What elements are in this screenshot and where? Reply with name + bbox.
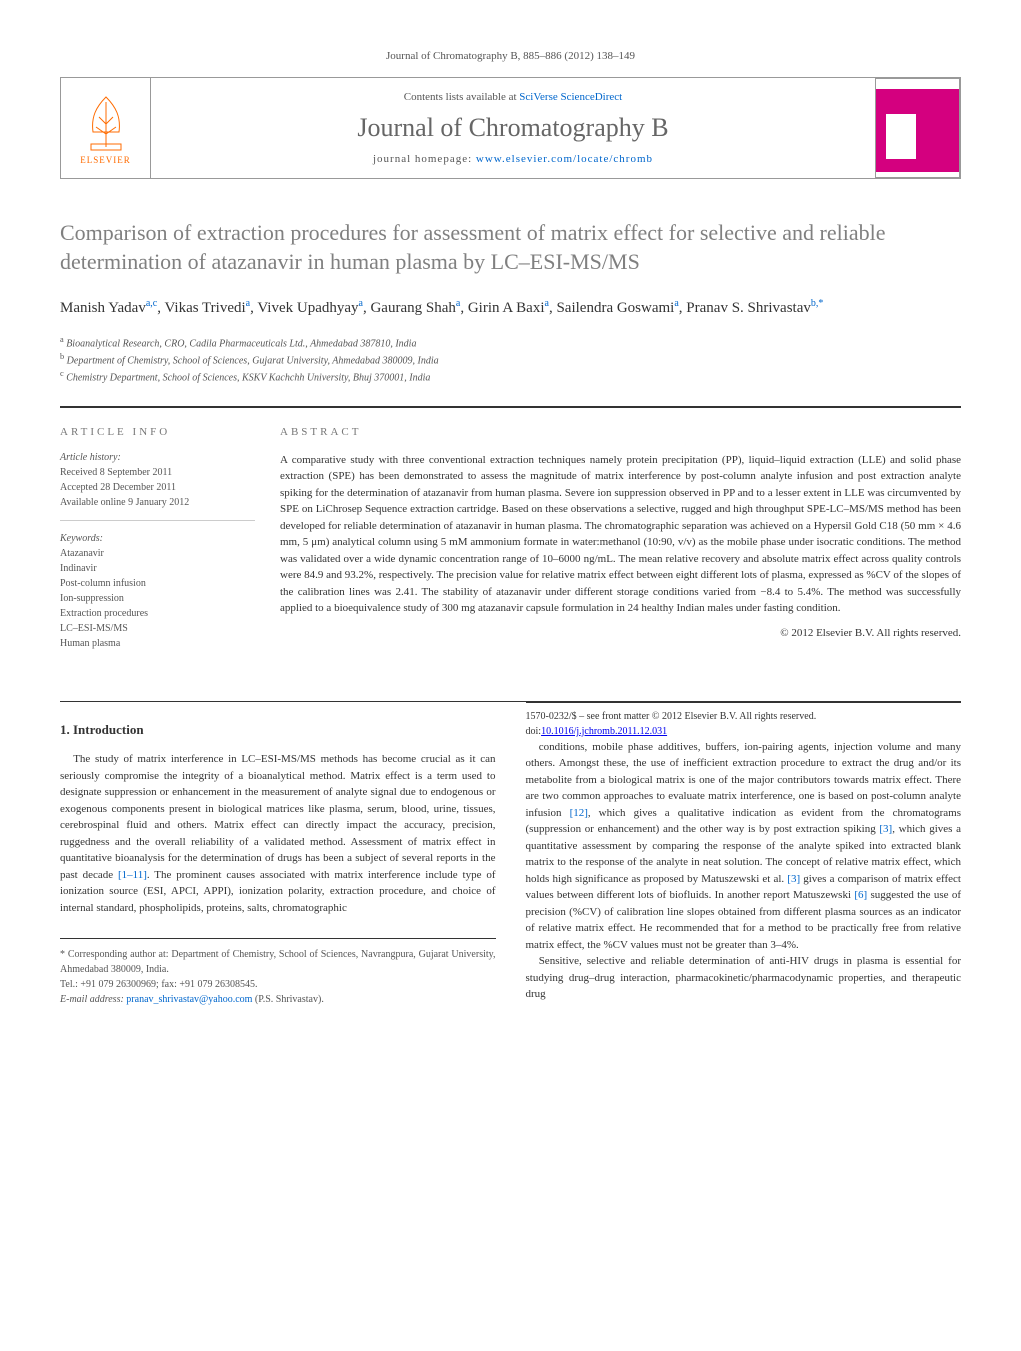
- homepage-line: journal homepage: www.elsevier.com/locat…: [171, 153, 855, 165]
- homepage-prefix: journal homepage:: [373, 153, 476, 165]
- ref-link-5[interactable]: [6]: [854, 889, 867, 901]
- online-date: Available online 9 January 2012: [60, 495, 255, 510]
- article-history-block: Article history: Received 8 September 20…: [60, 450, 255, 521]
- affil-a: a Bioanalytical Research, CRO, Cadila Ph…: [60, 334, 961, 351]
- author-1-affil: a,c: [146, 298, 157, 309]
- corresponding-tel: Tel.: +91 079 26300969; fax: +91 079 263…: [60, 977, 496, 992]
- elsevier-name: ELSEVIER: [80, 155, 131, 165]
- affil-b: b Department of Chemistry, School of Sci…: [60, 351, 961, 368]
- para-1: The study of matrix interference in LC–E…: [60, 751, 496, 916]
- keyword-1: Atazanavir: [60, 546, 255, 561]
- keyword-7: Human plasma: [60, 636, 255, 651]
- corresponding-footer: * Corresponding author at: Department of…: [60, 938, 496, 1007]
- journal-name: Journal of Chromatography B: [171, 113, 855, 143]
- received-date: Received 8 September 2011: [60, 465, 255, 480]
- email-label: E-mail address:: [60, 994, 126, 1005]
- author-7: , Pranav S. Shrivastav: [679, 300, 811, 316]
- keywords-block: Keywords: Atazanavir Indinavir Post-colu…: [60, 531, 255, 661]
- author-7-affil: b,*: [811, 298, 824, 309]
- issn-line: 1570-0232/$ – see front matter © 2012 El…: [526, 709, 962, 724]
- keyword-3: Post-column infusion: [60, 576, 255, 591]
- journal-cover-thumbnail: [875, 78, 960, 178]
- body-two-column: 1. Introduction The study of matrix inte…: [60, 702, 961, 1011]
- abstract-copyright: © 2012 Elsevier B.V. All rights reserved…: [280, 627, 961, 639]
- affil-b-text: Department of Chemistry, School of Scien…: [67, 355, 439, 366]
- ref-link-3[interactable]: [3]: [879, 823, 892, 835]
- keyword-6: LC–ESI-MS/MS: [60, 621, 255, 636]
- keyword-5: Extraction procedures: [60, 606, 255, 621]
- corresponding-author: * Corresponding author at: Department of…: [60, 947, 496, 977]
- article-title: Comparison of extraction procedures for …: [60, 219, 961, 276]
- keyword-2: Indinavir: [60, 561, 255, 576]
- elsevier-tree-icon: [81, 92, 131, 152]
- keyword-4: Ion-suppression: [60, 591, 255, 606]
- author-5: , Girin A Baxi: [460, 300, 544, 316]
- section-1-heading: 1. Introduction: [60, 720, 496, 740]
- affil-a-text: Bioanalytical Research, CRO, Cadila Phar…: [66, 338, 416, 349]
- elsevier-logo: ELSEVIER: [61, 78, 151, 178]
- accepted-date: Accepted 28 December 2011: [60, 480, 255, 495]
- masthead-center: Contents lists available at SciVerse Sci…: [151, 81, 875, 175]
- affiliations: a Bioanalytical Research, CRO, Cadila Ph…: [60, 334, 961, 386]
- corresponding-email-line: E-mail address: pranav_shrivastav@yahoo.…: [60, 992, 496, 1007]
- keywords-label: Keywords:: [60, 531, 255, 546]
- ref-link-2[interactable]: [12]: [570, 807, 588, 819]
- history-label: Article history:: [60, 450, 255, 465]
- author-1: Manish Yadav: [60, 300, 146, 316]
- para-2: conditions, mobile phase additives, buff…: [526, 739, 962, 954]
- author-4: , Gaurang Shah: [363, 300, 456, 316]
- article-info-heading: ARTICLE INFO: [60, 426, 255, 438]
- homepage-link[interactable]: www.elsevier.com/locate/chromb: [476, 153, 653, 165]
- page-citation: Journal of Chromatography B, 885–886 (20…: [60, 50, 961, 62]
- email-link[interactable]: pranav_shrivastav@yahoo.com: [126, 994, 252, 1005]
- author-3: , Vivek Upadhyay: [250, 300, 358, 316]
- para-3: Sensitive, selective and reliable determ…: [526, 953, 962, 1003]
- doi-label: doi:: [526, 726, 542, 737]
- email-suffix: (P.S. Shrivastav).: [252, 994, 323, 1005]
- doi-link[interactable]: 10.1016/j.jchromb.2011.12.031: [541, 726, 667, 737]
- doi-line: doi:10.1016/j.jchromb.2011.12.031: [526, 724, 962, 739]
- para-1a: The study of matrix interference in LC–E…: [60, 753, 496, 881]
- journal-masthead: ELSEVIER Contents lists available at Sci…: [60, 77, 961, 179]
- article-info-column: ARTICLE INFO Article history: Received 8…: [60, 426, 280, 671]
- ref-link-4[interactable]: [3]: [787, 873, 800, 885]
- abstract-heading: ABSTRACT: [280, 426, 961, 438]
- abstract-text: A comparative study with three conventio…: [280, 452, 961, 617]
- contents-prefix: Contents lists available at: [404, 91, 519, 103]
- ref-link-1[interactable]: [1–11]: [118, 869, 147, 881]
- issn-doi-block: 1570-0232/$ – see front matter © 2012 El…: [526, 702, 962, 739]
- abstract-column: ABSTRACT A comparative study with three …: [280, 426, 961, 671]
- author-6: , Sailendra Goswami: [549, 300, 674, 316]
- sciencedirect-link[interactable]: SciVerse ScienceDirect: [519, 91, 622, 103]
- authors-list: Manish Yadava,c, Vikas Trivedia, Vivek U…: [60, 296, 961, 320]
- contents-line: Contents lists available at SciVerse Sci…: [171, 91, 855, 103]
- author-2: , Vikas Trivedi: [157, 300, 245, 316]
- affil-c: c Chemistry Department, School of Scienc…: [60, 368, 961, 385]
- affil-c-text: Chemistry Department, School of Sciences…: [66, 373, 430, 384]
